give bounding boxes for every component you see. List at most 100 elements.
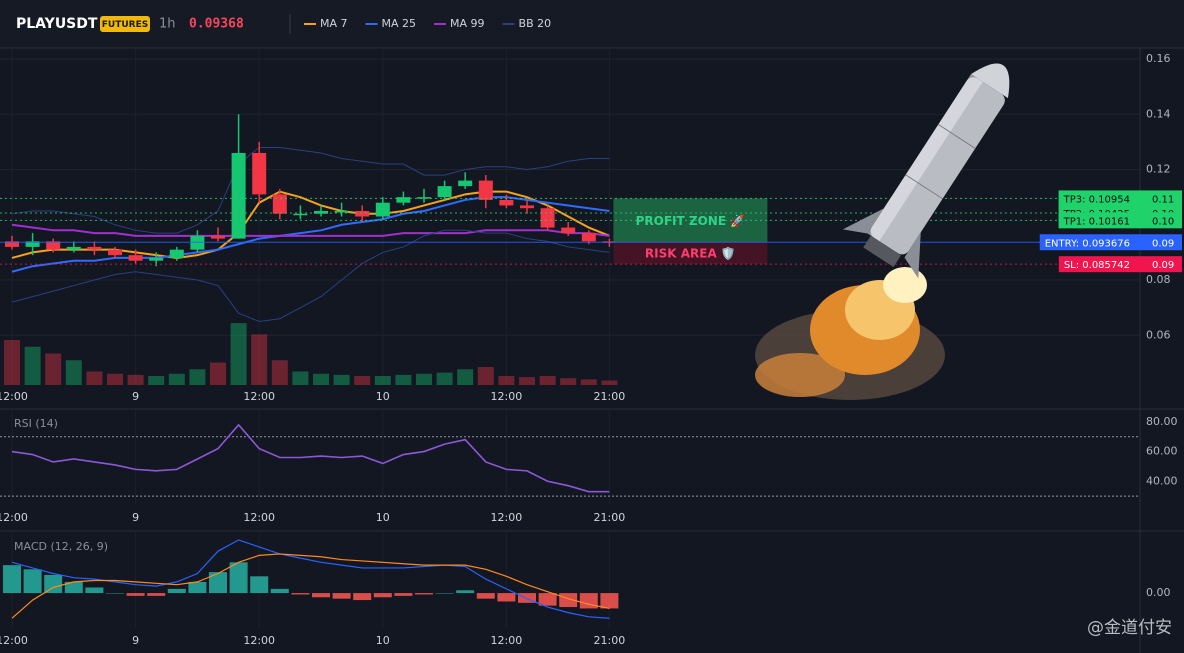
candle-body bbox=[128, 255, 143, 261]
symbol: PLAYUSDT bbox=[16, 16, 98, 32]
x-tick-label: 12:00 bbox=[243, 634, 275, 647]
legend-label: MA 7 bbox=[320, 17, 348, 30]
candle-body bbox=[458, 180, 473, 187]
indicator-line bbox=[11, 146, 610, 234]
hull-highlight bbox=[867, 74, 983, 242]
candle-body bbox=[520, 205, 534, 209]
candle-body bbox=[87, 246, 102, 250]
volume-bar bbox=[374, 376, 391, 385]
macd-bar bbox=[270, 588, 289, 594]
candle-body bbox=[499, 199, 514, 206]
fins bbox=[842, 208, 921, 279]
rocket-image bbox=[755, 63, 1010, 400]
volume-bar bbox=[519, 377, 535, 385]
zone-label: RISK AREA 🛡️ bbox=[645, 247, 736, 261]
volume-bar bbox=[601, 380, 618, 385]
watermark: @金道付安 bbox=[1087, 618, 1172, 638]
candle-body bbox=[5, 241, 19, 247]
candle-body bbox=[272, 194, 287, 214]
level-tag bbox=[1058, 212, 1182, 229]
macd-bar bbox=[373, 593, 392, 598]
macd-bar bbox=[229, 562, 248, 594]
candle-body bbox=[581, 233, 596, 242]
level-tag bbox=[1058, 256, 1182, 273]
legend-label: MA 99 bbox=[450, 17, 485, 30]
x-tick-label: 21:00 bbox=[594, 634, 626, 647]
y-tick-label: 0.14 bbox=[1146, 107, 1171, 120]
volume-bar bbox=[107, 373, 123, 385]
y-tick-label: 60.00 bbox=[1146, 445, 1178, 458]
volume-bar bbox=[539, 376, 556, 385]
volume-bar bbox=[271, 360, 288, 385]
macd-bar bbox=[435, 593, 454, 594]
zone-label: PROFIT ZONE 🚀 bbox=[636, 214, 746, 228]
volume-bar bbox=[498, 376, 515, 385]
level-label: TP3: 0.10954 bbox=[1063, 194, 1130, 205]
macd-bar bbox=[126, 593, 145, 596]
volume-bar bbox=[230, 323, 247, 385]
candle-body bbox=[211, 235, 225, 239]
macd-bar bbox=[3, 565, 21, 594]
badge-bg bbox=[100, 16, 150, 32]
x-tick-label: 12:00 bbox=[491, 511, 523, 524]
candle-body bbox=[375, 202, 390, 217]
macd-bar bbox=[456, 590, 475, 594]
volume-bar bbox=[477, 367, 494, 385]
level-price: 0.09 bbox=[1152, 260, 1174, 271]
macd-bar bbox=[250, 576, 269, 594]
candle-body bbox=[478, 180, 493, 200]
volume-bar bbox=[560, 378, 577, 385]
volume-bar bbox=[395, 374, 412, 385]
candle-body bbox=[540, 208, 555, 228]
candle-body bbox=[25, 241, 40, 247]
last-price: 0.09368 bbox=[189, 17, 244, 32]
volume-bar bbox=[86, 371, 103, 385]
y-tick-label: 0.08 bbox=[1146, 273, 1171, 286]
level-price: 0.11 bbox=[1152, 194, 1174, 205]
indicator-line bbox=[11, 223, 610, 237]
nose bbox=[971, 63, 1010, 99]
candle-body bbox=[561, 227, 576, 234]
hull bbox=[870, 77, 1005, 255]
badge: FUTURES bbox=[102, 20, 148, 30]
pane-title: MACD (12, 26, 9) bbox=[14, 540, 108, 553]
candle-body bbox=[169, 249, 184, 258]
rocket-body bbox=[842, 63, 1010, 279]
macd-bar bbox=[353, 593, 372, 601]
x-tick-label: 12:00 bbox=[491, 634, 523, 647]
macd-bar bbox=[518, 593, 536, 603]
macd-bar bbox=[44, 574, 63, 594]
volume-bar bbox=[148, 376, 165, 385]
volume-bar bbox=[251, 334, 268, 385]
panes bbox=[0, 48, 1184, 653]
indicator-line bbox=[11, 196, 610, 273]
seam bbox=[905, 174, 943, 200]
macd-bar bbox=[415, 593, 433, 595]
legend-label: BB 20 bbox=[519, 17, 552, 30]
volume-bar bbox=[292, 371, 309, 385]
candle-body bbox=[108, 249, 122, 256]
level-price: 0.10 bbox=[1152, 216, 1174, 227]
volume-bar bbox=[333, 374, 350, 385]
candle-body bbox=[293, 213, 308, 216]
volume-bar bbox=[45, 353, 62, 385]
flame bbox=[755, 353, 845, 397]
y-tick-label: 40.00 bbox=[1146, 474, 1178, 487]
volume-bar bbox=[24, 346, 41, 385]
y-tick-label: 0.16 bbox=[1146, 52, 1171, 65]
volume-bar bbox=[354, 376, 371, 385]
macd-bar bbox=[147, 593, 166, 596]
x-tick-label: 21:00 bbox=[594, 390, 626, 403]
volume-bar bbox=[457, 369, 474, 385]
macd-bar bbox=[332, 593, 351, 599]
volume-bar bbox=[168, 373, 185, 385]
volume-bar bbox=[313, 373, 329, 385]
volume-bar bbox=[127, 374, 144, 385]
candle-body bbox=[252, 152, 267, 195]
level-label: SL: 0.085742 bbox=[1064, 260, 1130, 271]
y-tick-label: 0.12 bbox=[1146, 163, 1171, 176]
macd-bar bbox=[476, 593, 495, 599]
rsi-line bbox=[11, 423, 610, 493]
